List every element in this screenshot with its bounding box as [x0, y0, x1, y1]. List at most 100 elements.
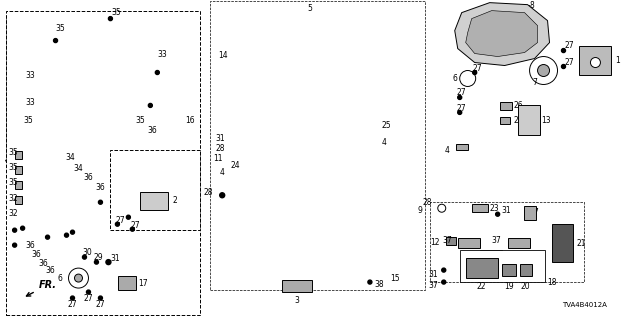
Circle shape [495, 212, 500, 216]
Text: 16: 16 [185, 116, 195, 125]
Bar [242, 172, 272, 182]
Text: 33: 33 [26, 98, 35, 107]
Bar [502, 264, 516, 276]
Bar [242, 107, 272, 116]
Text: 4: 4 [445, 146, 450, 155]
Text: 27: 27 [131, 221, 140, 230]
Circle shape [473, 70, 477, 75]
Circle shape [458, 95, 461, 100]
Circle shape [54, 39, 58, 43]
Circle shape [115, 222, 120, 226]
Bar [15, 166, 22, 174]
Bar [15, 151, 22, 159]
Text: 36: 36 [118, 161, 127, 170]
Text: 32: 32 [8, 209, 19, 218]
Circle shape [458, 110, 461, 115]
Circle shape [65, 233, 68, 237]
Bar [245, 196, 269, 202]
Text: 28: 28 [422, 198, 432, 207]
Text: 4: 4 [382, 138, 387, 147]
Circle shape [95, 260, 99, 264]
Text: 28: 28 [204, 188, 213, 197]
Text: 31: 31 [216, 134, 225, 143]
Text: 36: 36 [38, 259, 49, 268]
Text: 30: 30 [83, 248, 92, 257]
Text: 3: 3 [294, 296, 300, 305]
Bar [242, 150, 272, 160]
Text: 25: 25 [382, 121, 392, 130]
Text: 36: 36 [127, 171, 137, 180]
Bar [245, 218, 269, 224]
Polygon shape [225, 11, 378, 262]
Text: 35: 35 [111, 8, 122, 17]
Text: 24: 24 [230, 161, 240, 170]
Bar [118, 276, 136, 290]
Text: 27: 27 [95, 300, 105, 308]
Bar [245, 130, 269, 136]
Bar [456, 144, 468, 150]
Circle shape [70, 230, 74, 234]
Text: 36: 36 [32, 250, 42, 259]
Text: 17: 17 [138, 279, 148, 288]
Polygon shape [240, 198, 398, 248]
Text: 36: 36 [84, 173, 93, 182]
Text: 9: 9 [418, 206, 422, 215]
Text: 35: 35 [24, 116, 33, 125]
Text: 38: 38 [375, 280, 385, 289]
Text: 15: 15 [390, 274, 399, 283]
Circle shape [591, 58, 600, 68]
Circle shape [368, 280, 372, 284]
Text: 37: 37 [464, 252, 474, 260]
Text: 34: 34 [74, 164, 83, 173]
Polygon shape [228, 190, 415, 265]
Text: FR.: FR. [26, 280, 56, 296]
Circle shape [529, 57, 557, 84]
Text: 2: 2 [172, 196, 177, 205]
Circle shape [561, 49, 566, 52]
Bar [245, 174, 269, 180]
Text: 36: 36 [45, 266, 56, 275]
Bar [430, 202, 584, 282]
Text: 37: 37 [442, 236, 452, 245]
Bar [242, 84, 272, 94]
Circle shape [68, 268, 88, 288]
Text: TVA4B4012A: TVA4B4012A [563, 302, 607, 308]
Bar [445, 237, 456, 245]
Text: 28: 28 [216, 144, 225, 153]
Bar [500, 102, 511, 110]
Circle shape [156, 70, 159, 75]
Text: 7: 7 [532, 78, 538, 87]
Bar [520, 264, 532, 276]
Text: 20: 20 [521, 282, 531, 291]
Text: 36: 36 [95, 183, 106, 192]
Circle shape [561, 65, 566, 68]
Circle shape [13, 243, 17, 247]
Text: 37: 37 [428, 281, 438, 290]
Circle shape [45, 235, 49, 239]
Polygon shape [455, 3, 550, 66]
Text: 19: 19 [504, 282, 513, 291]
Text: 13: 13 [541, 116, 551, 125]
Text: 27: 27 [473, 64, 483, 73]
Polygon shape [466, 11, 538, 57]
Text: 21: 21 [577, 239, 586, 248]
Circle shape [108, 17, 113, 20]
Text: 27: 27 [116, 216, 125, 225]
Bar [552, 224, 573, 262]
Circle shape [70, 296, 74, 300]
Text: 33: 33 [26, 71, 35, 80]
Bar [242, 62, 272, 73]
Bar [282, 280, 312, 292]
Bar [518, 105, 540, 135]
Circle shape [131, 227, 134, 231]
Bar [479, 250, 502, 260]
Bar [466, 258, 498, 278]
Circle shape [220, 193, 225, 198]
Bar [579, 45, 611, 76]
Bar [242, 128, 272, 138]
Text: 27: 27 [564, 41, 574, 50]
Bar [245, 65, 269, 70]
Circle shape [99, 296, 102, 300]
Text: 5: 5 [308, 4, 312, 13]
Text: 35: 35 [136, 116, 145, 125]
